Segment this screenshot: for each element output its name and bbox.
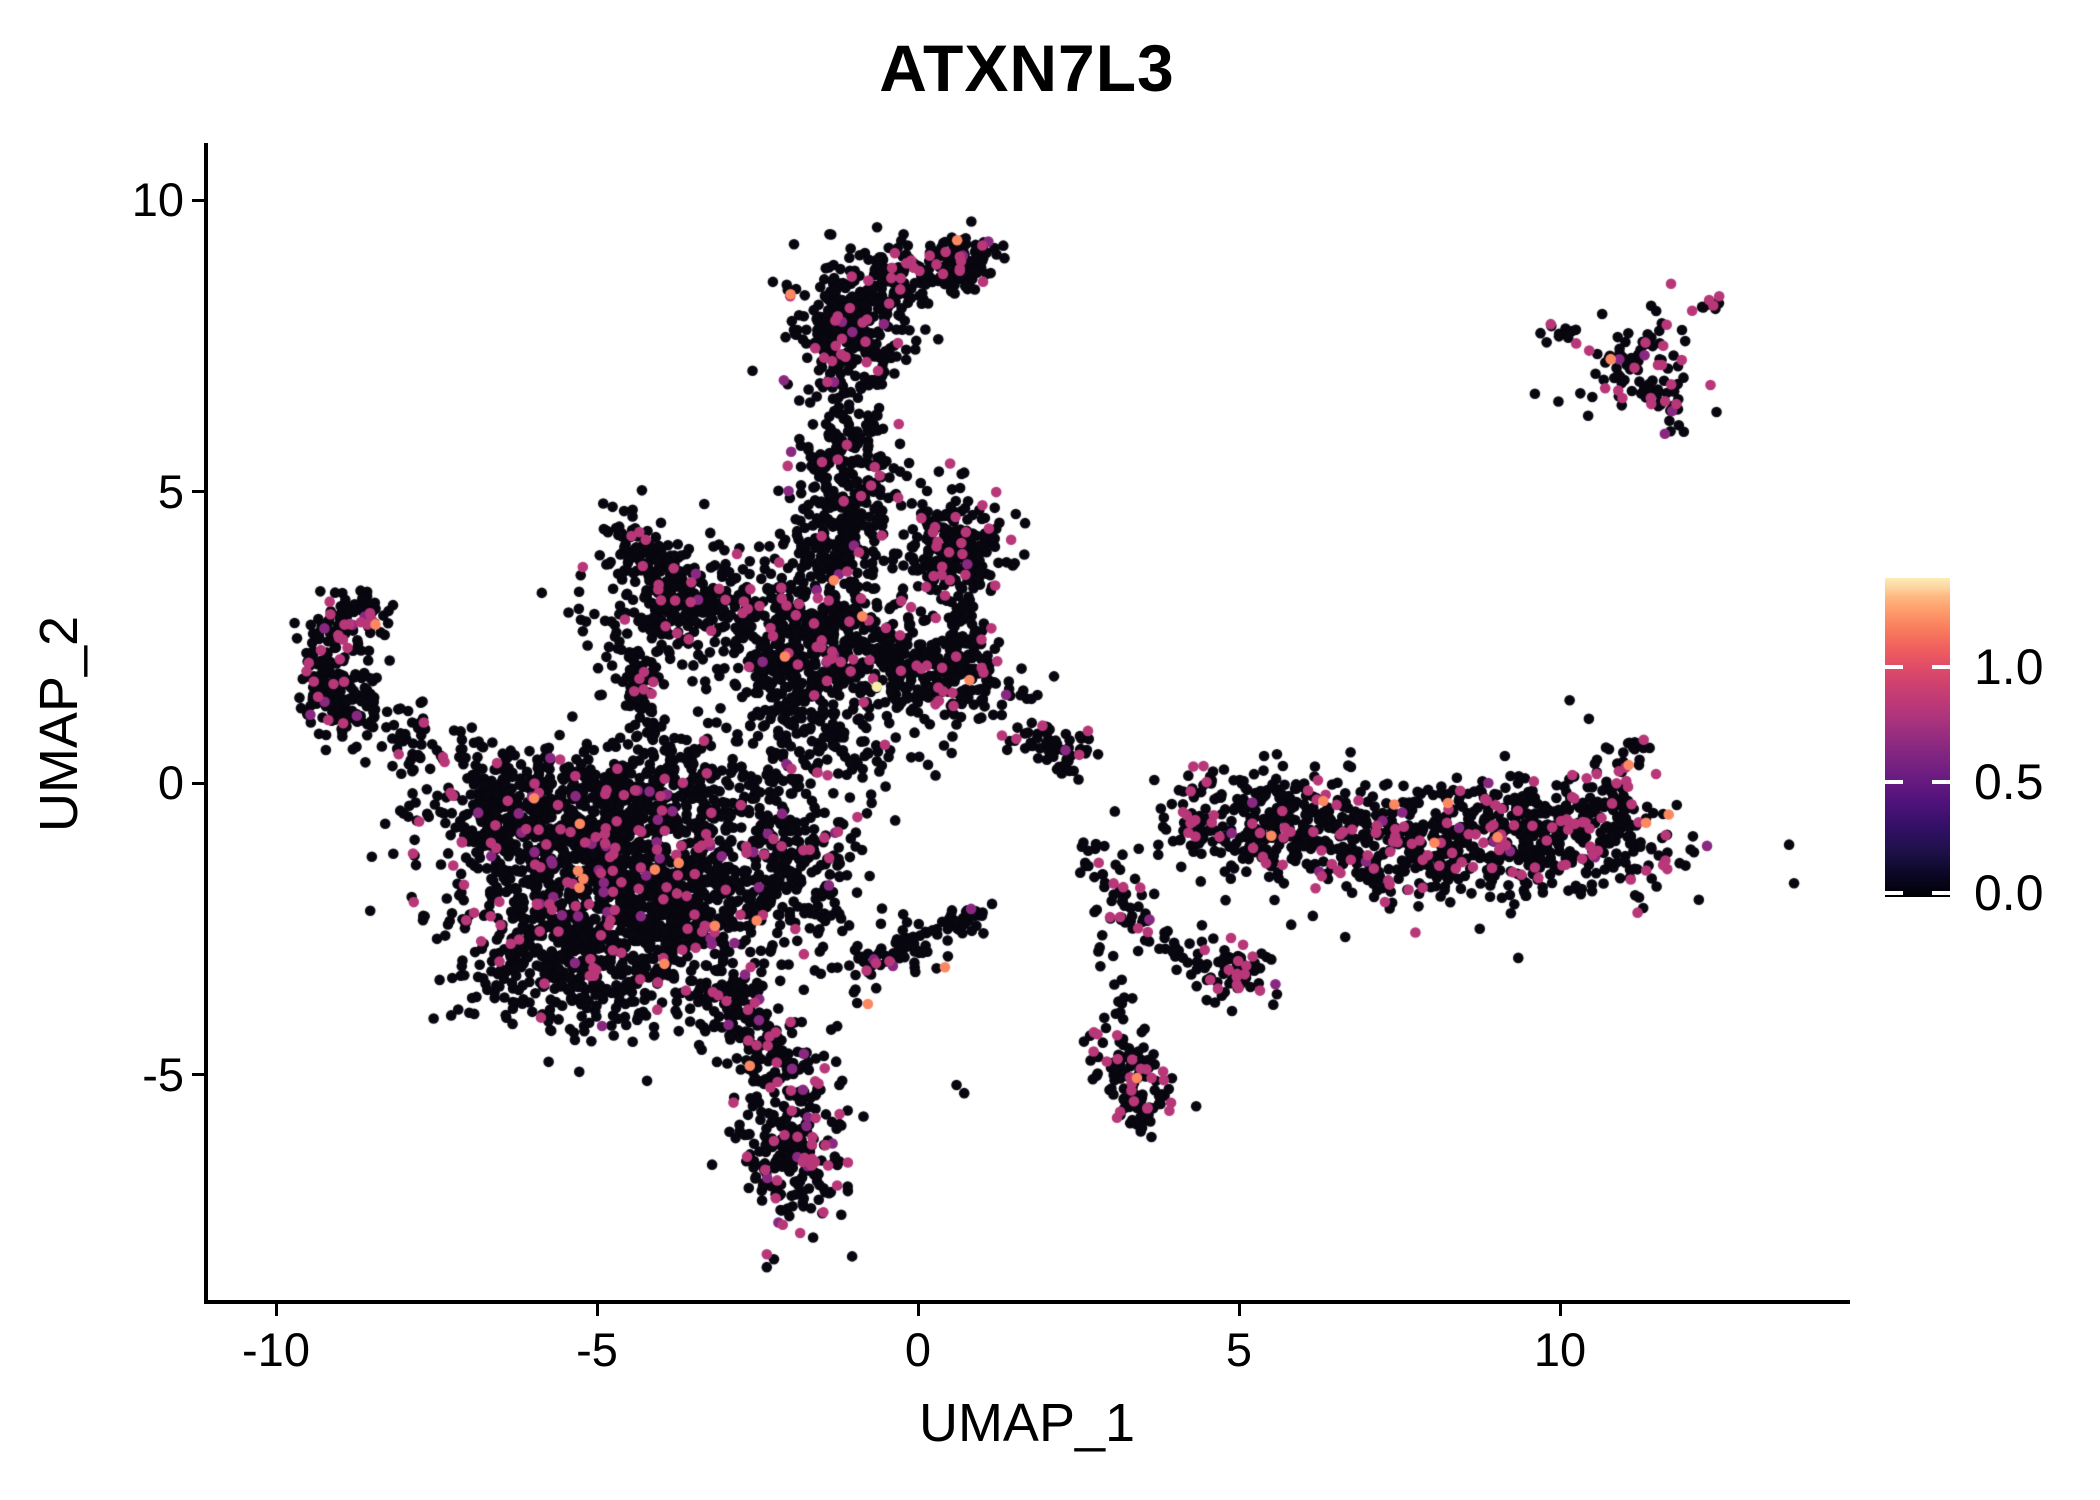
y-axis-line <box>204 143 208 1304</box>
legend-tick-dash <box>1885 891 1903 895</box>
x-axis-tick-mark <box>595 1302 599 1316</box>
y-axis-tick-mark <box>192 490 206 493</box>
y-tick-label: -5 <box>142 1047 184 1101</box>
y-axis-title: UMAP_2 <box>29 615 89 833</box>
x-axis-line <box>204 1300 1850 1304</box>
x-tick-label: 10 <box>1533 1323 1587 1376</box>
legend-tick-dash <box>1885 780 1903 784</box>
x-axis-tick-mark <box>274 1302 278 1316</box>
legend-tick-dash <box>1932 665 1950 669</box>
legend-tick-label: 1.0 <box>1974 639 2044 695</box>
y-tick-label: 0 <box>157 756 184 809</box>
y-tick-label: 10 <box>131 173 184 226</box>
legend-colorbar <box>1885 578 1950 897</box>
x-tick-label: -10 <box>242 1323 310 1376</box>
legend-tick-label: 0.5 <box>1974 754 2044 810</box>
legend-tick-dash <box>1885 665 1903 669</box>
y-axis-tick-mark <box>192 198 206 202</box>
y-tick-label: 5 <box>157 464 184 518</box>
x-tick-label: -5 <box>576 1323 618 1376</box>
x-axis-tick-mark <box>1558 1302 1562 1316</box>
x-tick-label: 5 <box>1225 1323 1253 1376</box>
legend-tick-dash <box>1932 891 1950 895</box>
legend-tick-dash <box>1932 780 1950 784</box>
x-axis-title: UMAP_1 <box>918 1393 1136 1453</box>
y-axis-tick-mark <box>192 1073 206 1076</box>
legend-tick-label: 0.0 <box>1974 865 2044 921</box>
y-axis-tick-mark <box>192 781 206 785</box>
x-axis-tick-mark <box>916 1302 920 1316</box>
x-tick-label: 0 <box>904 1323 932 1376</box>
x-axis-tick-mark <box>1237 1302 1241 1316</box>
